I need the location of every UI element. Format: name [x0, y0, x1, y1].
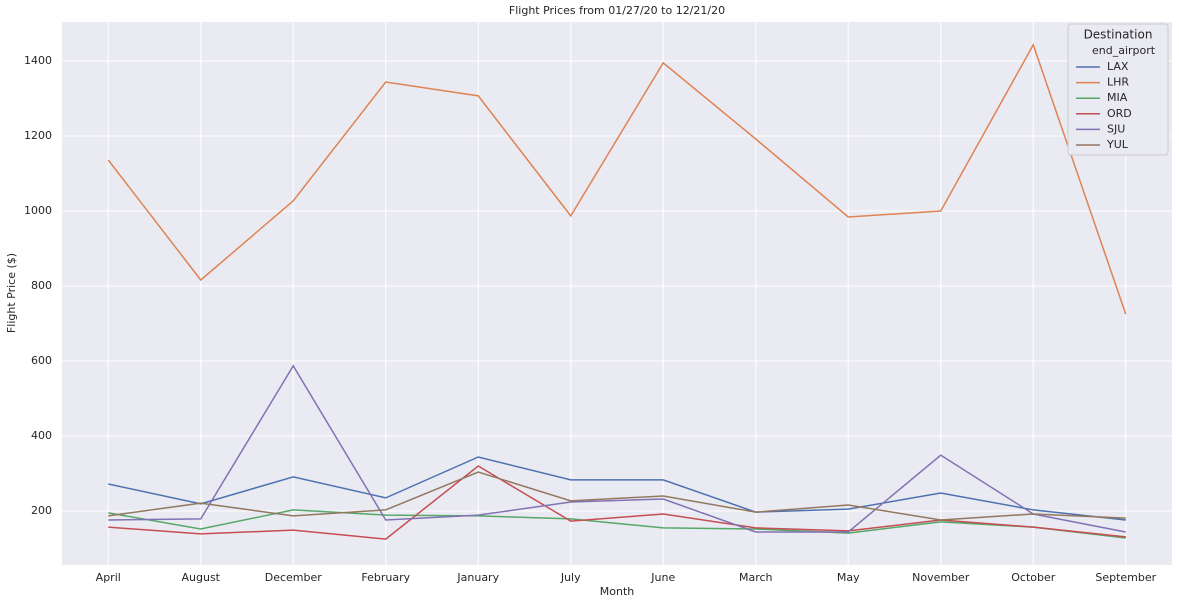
legend-label: LHR — [1107, 76, 1129, 89]
legend-box — [1067, 23, 1169, 156]
y-axis-label: Flight Price ($) — [5, 253, 18, 333]
x-tick-label: November — [912, 571, 970, 584]
x-tick-label: December — [265, 571, 323, 584]
legend-label: MIA — [1107, 91, 1128, 104]
legend-label: YUL — [1106, 138, 1129, 151]
x-tick-label: September — [1095, 571, 1156, 584]
legend: Destination end_airport LAX LHR MIA ORD SJU Y… — [1067, 23, 1169, 156]
x-tick-label: August — [182, 571, 221, 584]
series-line — [108, 465, 1126, 540]
x-tick-label: June — [650, 571, 675, 584]
x-axis-label: Month — [600, 585, 635, 598]
x-tick-label: February — [361, 571, 410, 584]
plot-area — [62, 22, 1172, 565]
legend-title: Destination — [1084, 28, 1153, 42]
y-tick-label: 1200 — [24, 129, 52, 142]
legend-label: SJU — [1107, 122, 1125, 135]
y-tick-label: 1400 — [24, 54, 52, 67]
x-tick-label: January — [456, 571, 499, 584]
x-tick-label: April — [96, 571, 121, 584]
series-line — [107, 43, 1127, 315]
series-line — [108, 456, 1126, 521]
y-tick-label: 800 — [31, 279, 52, 292]
x-tick-label: May — [837, 571, 860, 584]
chart-title: Flight Prices from 01/27/20 to 12/21/20 — [509, 4, 725, 17]
y-tick-label: 400 — [31, 429, 52, 442]
legend-subtitle: end_airport — [1092, 44, 1156, 57]
x-tick-label: October — [1011, 571, 1055, 584]
legend-label: LAX — [1107, 60, 1129, 73]
y-tick-label: 1000 — [24, 204, 52, 217]
y-tick-label: 600 — [31, 354, 52, 367]
series-line — [108, 471, 1126, 521]
x-tick-label: March — [739, 571, 773, 584]
series-line — [108, 364, 1126, 533]
legend-label: ORD — [1107, 107, 1132, 120]
y-tick-label: 200 — [31, 504, 52, 517]
x-tick-label: July — [560, 571, 581, 584]
